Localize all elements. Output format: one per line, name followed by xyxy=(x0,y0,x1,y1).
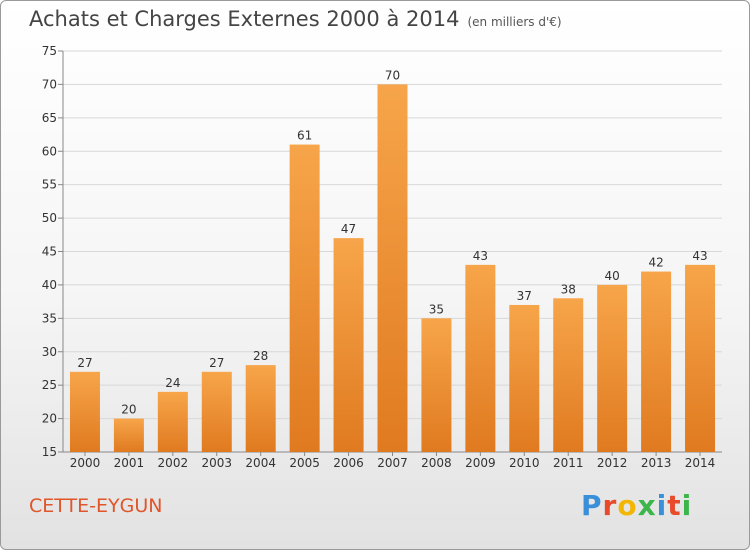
commune-name: CETTE-EYGUN xyxy=(29,495,163,517)
bar-2013 xyxy=(641,271,672,452)
y-tick-label-15: 15 xyxy=(42,445,57,459)
x-tick-label-2013: 2013 xyxy=(641,456,672,470)
bar-2007 xyxy=(377,84,408,453)
y-tick-label-55: 55 xyxy=(42,178,57,192)
data-label-2011: 38 xyxy=(561,282,576,296)
bar-2000 xyxy=(69,371,100,452)
bar-2004 xyxy=(245,365,276,452)
x-tick-label-2005: 2005 xyxy=(289,456,320,470)
y-tick-label-30: 30 xyxy=(42,345,57,359)
chart-subtitle: (en milliers d'€) xyxy=(467,15,562,29)
x-tick-label-2014: 2014 xyxy=(685,456,716,470)
y-tick-label-60: 60 xyxy=(42,144,57,158)
x-tick-label-2001: 2001 xyxy=(114,456,145,470)
x-tick-label-2004: 2004 xyxy=(245,456,276,470)
bar-2012 xyxy=(597,284,628,452)
logo-letter: i xyxy=(656,489,668,522)
data-label-2001: 20 xyxy=(121,403,136,417)
x-tick-label-2007: 2007 xyxy=(377,456,408,470)
y-tick-label-20: 20 xyxy=(42,412,57,426)
y-tick-label-25: 25 xyxy=(42,378,57,392)
logo-letter: o xyxy=(617,489,638,522)
bar-2008 xyxy=(421,318,452,452)
y-tick-label-50: 50 xyxy=(42,211,57,225)
bar-2001 xyxy=(113,418,144,452)
data-label-2005: 61 xyxy=(297,129,312,143)
y-tick-label-45: 45 xyxy=(42,245,57,259)
x-tick-label-2006: 2006 xyxy=(333,456,364,470)
x-tick-label-2008: 2008 xyxy=(421,456,452,470)
x-tick-label-2000: 2000 xyxy=(70,456,101,470)
y-tick-label-75: 75 xyxy=(42,44,57,58)
y-tick-label-70: 70 xyxy=(42,77,57,91)
proxiti-logo: Proxiti xyxy=(581,489,692,522)
chart-title: Achats et Charges Externes 2000 à 2014 xyxy=(29,7,460,31)
x-tick-label-2011: 2011 xyxy=(553,456,584,470)
data-label-2003: 27 xyxy=(209,356,224,370)
bar-2006 xyxy=(333,238,364,452)
bar-2005 xyxy=(289,144,320,453)
logo-letter: x xyxy=(637,489,657,522)
data-label-2009: 43 xyxy=(473,249,488,263)
bar-2009 xyxy=(465,264,496,452)
data-label-2010: 37 xyxy=(517,289,532,303)
title-block: Achats et Charges Externes 2000 à 2014 (e… xyxy=(29,7,562,31)
data-label-2007: 70 xyxy=(385,68,400,82)
x-tick-label-2012: 2012 xyxy=(597,456,628,470)
logo-letter: t xyxy=(667,489,682,522)
data-label-2012: 40 xyxy=(605,269,620,283)
data-label-2013: 42 xyxy=(648,256,663,270)
y-tick-label-35: 35 xyxy=(42,311,57,325)
bar-2010 xyxy=(509,304,540,452)
logo-letter: P xyxy=(581,489,603,522)
bar-2014 xyxy=(685,264,716,452)
x-tick-label-2003: 2003 xyxy=(201,456,232,470)
bar-2003 xyxy=(201,371,232,452)
data-label-2002: 24 xyxy=(165,376,180,390)
data-label-2006: 47 xyxy=(341,222,356,236)
bar-2002 xyxy=(157,391,188,452)
x-tick-label-2010: 2010 xyxy=(509,456,540,470)
data-label-2014: 43 xyxy=(692,249,707,263)
logo-letter: r xyxy=(602,489,618,522)
data-label-2004: 28 xyxy=(253,349,268,363)
y-tick-label-65: 65 xyxy=(42,111,57,125)
x-tick-label-2002: 2002 xyxy=(158,456,189,470)
bar-2011 xyxy=(553,298,584,452)
data-label-2008: 35 xyxy=(429,302,444,316)
y-tick-label-40: 40 xyxy=(42,278,57,292)
logo-letter: i xyxy=(681,489,693,522)
data-label-2000: 27 xyxy=(77,356,92,370)
x-tick-label-2009: 2009 xyxy=(465,456,496,470)
